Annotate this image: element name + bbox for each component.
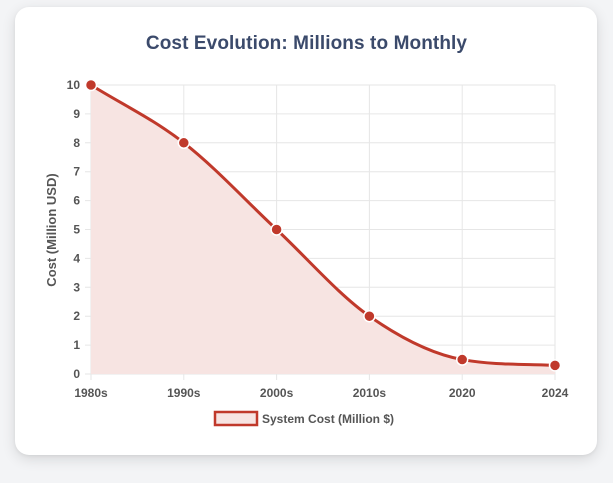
x-tick-label: 1980s [74, 386, 108, 400]
y-tick-label: 4 [73, 251, 80, 265]
data-point[interactable] [84, 78, 98, 92]
y-tick-label: 8 [73, 136, 80, 150]
y-tick-label: 6 [73, 194, 80, 208]
data-point[interactable] [455, 353, 469, 366]
x-tick-label: 2010s [353, 386, 387, 400]
data-point[interactable] [548, 359, 562, 372]
data-point[interactable] [270, 223, 283, 236]
y-tick-label: 9 [73, 107, 80, 121]
legend[interactable]: System Cost (Million $) [213, 410, 394, 427]
x-tick-label: 2020 [449, 386, 476, 400]
y-tick-label: 5 [73, 223, 80, 237]
y-tick-label: 0 [73, 367, 80, 381]
legend-label[interactable]: System Cost (Million $) [262, 412, 394, 426]
y-axis-label: Cost (Million USD) [44, 173, 59, 286]
x-tick-label: 2024 [542, 386, 569, 400]
series-area-fill [91, 85, 555, 374]
y-tick-label: 10 [67, 78, 81, 92]
x-tick-label: 2000s [260, 386, 294, 400]
chart-title: Cost Evolution: Millions to Monthly [145, 33, 468, 54]
data-point[interactable] [363, 309, 376, 323]
point-layer [84, 78, 562, 372]
y-tick-label: 7 [73, 165, 80, 179]
x-tick-label: 1990s [167, 386, 201, 400]
data-point[interactable] [177, 136, 191, 150]
y-tick-label: 3 [73, 280, 80, 294]
tick-layer: 0 1 2 3 4 5 6 7 8 9 10 1980s 1990s 2000s 2010s 2020 2024 [67, 78, 569, 400]
y-tick-label: 1 [73, 338, 80, 352]
y-tick-label: 2 [73, 309, 80, 323]
legend-swatch[interactable] [213, 410, 259, 427]
